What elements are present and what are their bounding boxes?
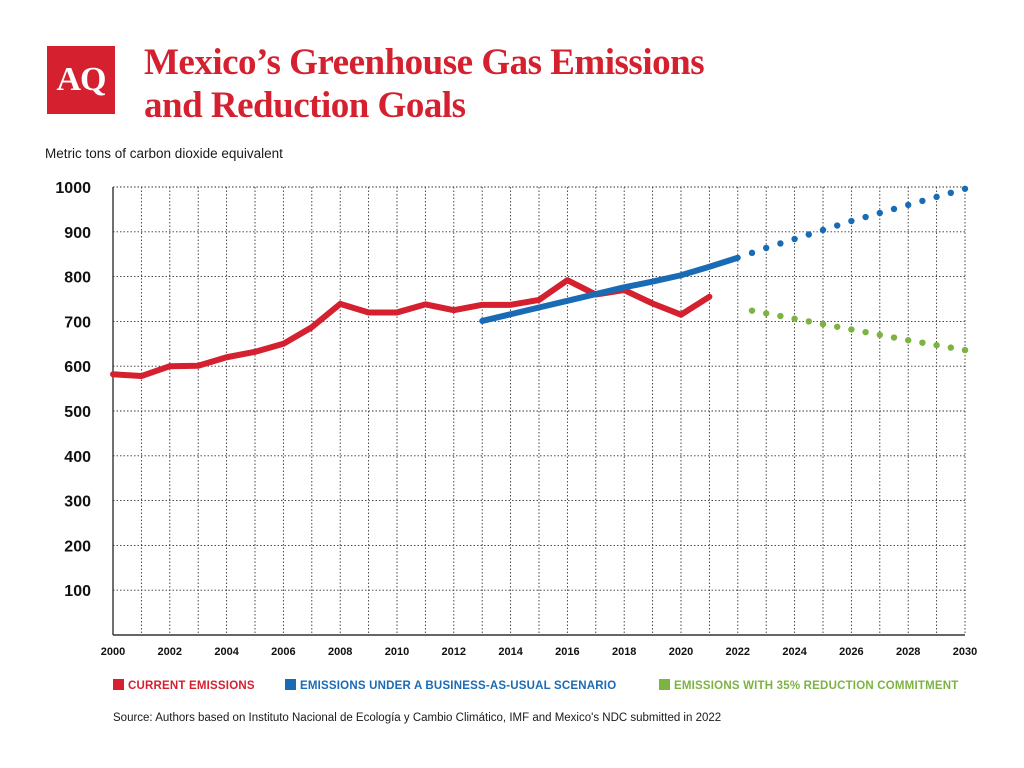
series-point — [890, 334, 898, 341]
series-point — [748, 249, 756, 257]
series-point — [876, 331, 883, 339]
series-point — [848, 217, 855, 225]
series-point — [947, 344, 954, 351]
x-tick-label: 2024 — [782, 646, 807, 658]
x-tick-label: 2000 — [101, 646, 125, 658]
legend-item-reduction: EMISSIONS WITH 35% REDUCTION COMMITMENT — [659, 678, 958, 694]
chart-series — [110, 185, 969, 380]
legend-label-bau: EMISSIONS UNDER A BUSINESS-AS-USUAL SCEN… — [300, 680, 617, 692]
x-tick-label: 2028 — [896, 646, 920, 658]
series-point — [876, 209, 883, 217]
y-tick-label: 800 — [64, 270, 91, 287]
x-tick-label: 2004 — [214, 646, 239, 658]
y-tick-label: 700 — [64, 314, 91, 331]
series-point — [805, 231, 812, 238]
series-point — [961, 185, 969, 192]
y-tick-label: 200 — [64, 538, 91, 555]
y-tick-label: 900 — [64, 225, 91, 242]
chart-title-line-2: and Reduction Goals — [144, 85, 466, 126]
legend-swatch-reduction — [659, 679, 670, 690]
aq-logo: AQ — [47, 46, 115, 114]
series-line-1 — [479, 254, 741, 324]
series-point — [748, 307, 756, 314]
x-tick-label: 2006 — [271, 646, 295, 658]
series-point — [763, 310, 770, 317]
y-tick-label: 400 — [64, 449, 91, 466]
series-point — [890, 205, 898, 213]
series-dotted-3 — [748, 307, 969, 354]
series-line-0 — [110, 277, 713, 380]
y-tick-label: 600 — [64, 359, 91, 376]
series-point — [819, 226, 827, 234]
series-point — [819, 320, 827, 328]
chart-title: Mexico’s Greenhouse Gas Emissions and Re… — [144, 41, 904, 127]
series-point — [947, 189, 954, 197]
series-point — [862, 328, 869, 336]
legend-label-reduction: EMISSIONS WITH 35% REDUCTION COMMITMENT — [674, 680, 959, 692]
chart-title-line-1: Mexico’s Greenhouse Gas Emissions — [144, 42, 705, 83]
legend-label-current: CURRENT EMISSIONS — [128, 680, 255, 692]
x-tick-label: 2008 — [328, 646, 352, 658]
series-point — [834, 323, 841, 330]
y-tick-label: 500 — [64, 404, 91, 421]
x-tick-label: 2014 — [498, 646, 523, 658]
series-point — [933, 341, 940, 349]
legend-item-current-emissions: CURRENT EMISSIONS — [113, 678, 255, 694]
series-point — [862, 213, 869, 221]
source-note: Source: Authors based on Instituto Nacio… — [113, 712, 722, 724]
x-tick-label: 2020 — [669, 646, 693, 658]
series-point — [777, 312, 784, 320]
series-point — [933, 193, 940, 201]
legend-swatch-bau — [285, 679, 296, 690]
series-point — [919, 197, 926, 205]
series-point — [834, 222, 841, 229]
x-tick-label: 2016 — [555, 646, 579, 658]
x-tick-label: 2026 — [839, 646, 863, 658]
x-tick-label: 2012 — [442, 646, 466, 658]
x-tick-label: 2018 — [612, 646, 636, 658]
y-tick-label: 300 — [64, 494, 91, 511]
series-point — [848, 326, 855, 333]
series-point — [805, 318, 812, 325]
x-tick-label: 2010 — [385, 646, 409, 658]
x-tick-label: 2030 — [953, 646, 977, 658]
legend-item-bau: EMISSIONS UNDER A BUSINESS-AS-USUAL SCEN… — [285, 678, 616, 694]
series-point — [763, 244, 770, 252]
series-point — [791, 315, 798, 322]
series-point — [777, 240, 784, 247]
y-tick-label: 100 — [64, 583, 91, 600]
legend-swatch-current — [113, 679, 124, 690]
x-tick-label: 2002 — [158, 646, 182, 658]
chart-legend: CURRENT EMISSIONS EMISSIONS UNDER A BUSI… — [113, 678, 993, 694]
series-point — [905, 201, 912, 209]
chart-grid — [112, 186, 966, 636]
y-axis-unit-label: Metric tons of carbon dioxide equivalent — [45, 146, 283, 161]
series-point — [961, 346, 969, 354]
series-point — [905, 337, 912, 344]
series-point — [791, 235, 798, 243]
x-tick-label: 2022 — [726, 646, 750, 658]
chart-axes: 100 200 300 400 500 600 700 800 900 1000 2000 2002 2… — [55, 180, 977, 658]
y-tick-label: 1000 — [55, 180, 91, 197]
series-dotted-2 — [748, 185, 969, 257]
series-point — [919, 339, 926, 346]
